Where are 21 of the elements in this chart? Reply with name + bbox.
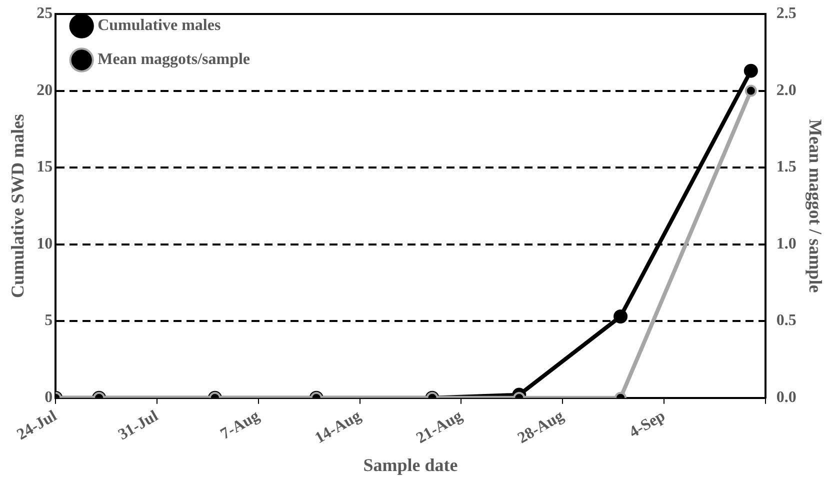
- y-tick-label: 25: [36, 5, 53, 22]
- legend-label: Cumulative males: [98, 17, 221, 34]
- y2-axis-title: Mean maggot / sample: [806, 119, 826, 293]
- y2-tick-label: 0.5: [776, 312, 796, 330]
- y2-tick-label: 0.0: [776, 389, 796, 406]
- y-tick-label: 0: [44, 389, 53, 406]
- legend-label: Mean maggots/sample: [98, 51, 250, 68]
- y2-tick-label: 2.5: [776, 5, 796, 22]
- y-axis-title: Cumulative SWD males: [7, 114, 28, 298]
- point: [744, 64, 758, 78]
- x-axis-title: Sample date: [363, 454, 458, 475]
- y2-tick-label: 2.0: [776, 82, 796, 99]
- y2-tick-label: 1.5: [776, 158, 796, 176]
- x-tick-label: 7-Aug: [218, 408, 262, 444]
- y2-tick-label: 1.0: [776, 235, 796, 252]
- x-tick-label: 4-Sep: [626, 407, 668, 442]
- point: [614, 310, 628, 324]
- y-tick-label: 5: [44, 312, 53, 330]
- y-tick-label: 10: [36, 235, 53, 252]
- y-tick-label: 20: [36, 82, 53, 99]
- y-tick-label: 15: [36, 158, 53, 176]
